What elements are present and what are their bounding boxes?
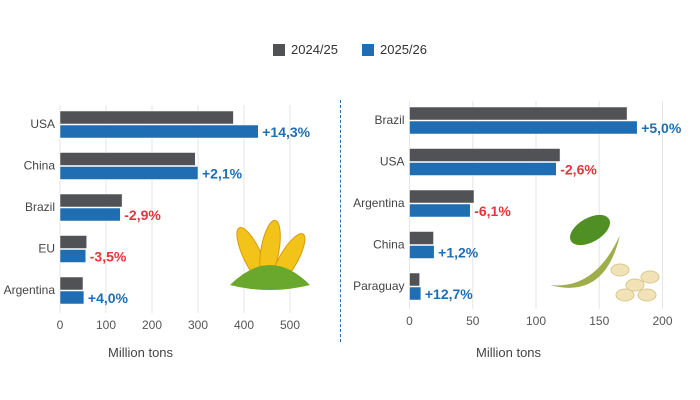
chart-panel-corn: 0 100 200 300 400 500 USA +14,3% China +2,1% Brazi… [4,105,311,332]
soy-leaf [570,214,610,246]
bar-2024-25 [59,193,123,208]
legend: 2024/25 2025/26 [0,42,700,57]
bar-2025-26 [409,162,557,176]
soybean [640,270,660,284]
data-label: -2,9% [124,207,161,223]
bar-2024-25 [59,235,87,249]
bar-2025-26 [409,203,471,218]
category-label: EU [38,242,55,256]
x-axis-label-corn: Million tons [108,345,174,360]
x-tick-label: 0 [406,314,413,328]
x-tick-label: 50 [466,314,480,328]
soybean [637,288,657,302]
category-label: Brazil [25,200,55,214]
category-label: Paraguay [353,279,404,293]
category-label: China [24,159,56,173]
x-tick-label: 200 [142,318,162,332]
x-tick-label: 400 [234,318,254,332]
bar-2025-26 [59,249,87,263]
soy-pod [550,235,620,288]
x-tick-label: 150 [589,314,609,328]
category-label: Argentina [4,283,56,297]
data-label: +1,2% [438,245,479,261]
x-tick-label: 300 [188,318,208,332]
category-label: USA [30,117,55,131]
bar-2024-25 [59,276,84,291]
bar-2025-26 [59,207,121,222]
data-label: -6,1% [474,203,511,219]
bar-2024-25 [409,231,434,245]
chart-panel-soybean: 0 50 100 150 200 Brazil +5,0% USA -2,6% Argentina… [353,101,682,328]
x-tick-label: 0 [57,318,64,332]
bar-2025-26 [59,124,259,139]
category-label: Brazil [374,113,404,127]
bar-2024-25 [59,110,234,125]
corn-illustration [230,219,310,290]
x-axis-label-soybean: Million tons [476,345,542,360]
data-label: +2,1% [202,166,243,182]
bar-2025-26 [409,245,435,259]
soybean-illustration [550,214,660,302]
bar-2024-25 [409,189,475,204]
x-tick-label: 100 [526,314,546,328]
bar-2025-26 [59,290,85,305]
data-label: +12,7% [425,286,473,302]
bar-2024-25 [409,272,420,287]
legend-label: 2024/25 [291,42,338,57]
data-label: +4,0% [88,290,129,306]
legend-swatch [273,43,285,56]
bar-2024-25 [59,152,196,166]
legend-item-2025-26[interactable]: 2025/26 [362,42,427,57]
panel-divider [340,100,341,342]
legend-swatch [362,43,374,56]
legend-label: 2025/26 [380,42,427,57]
bar-2025-26 [409,120,638,135]
bar-2024-25 [409,106,628,121]
corn-leaves [230,265,310,290]
data-label: -2,6% [560,162,597,178]
x-tick-label: 500 [280,318,300,332]
category-label: China [373,238,405,252]
x-tick-label: 200 [652,314,672,328]
data-label: +5,0% [641,120,682,136]
x-tick-label: 100 [96,318,116,332]
data-label: -3,5% [90,249,127,265]
soybean [610,263,630,277]
legend-item-2024-25[interactable]: 2024/25 [273,42,338,57]
bar-2025-26 [409,286,422,301]
bar-2025-26 [59,166,199,180]
bar-2024-25 [409,148,561,162]
data-label: +14,3% [262,124,310,140]
soybean [615,288,635,302]
soybean [625,278,645,292]
category-label: Argentina [353,196,405,210]
category-label: USA [380,155,405,169]
